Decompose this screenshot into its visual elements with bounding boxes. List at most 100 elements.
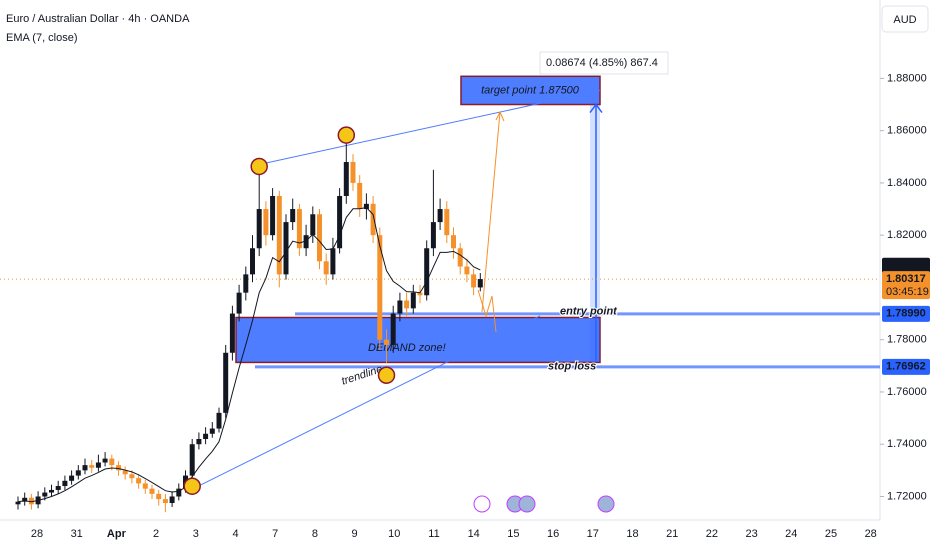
candle-body — [404, 300, 410, 309]
candle-body — [209, 428, 215, 434]
y-tick-label: 1.72000 — [887, 490, 927, 502]
candle-body — [95, 462, 101, 468]
candle-body — [229, 313, 235, 353]
currency[interactable]: AUD — [893, 14, 916, 26]
candle-body — [317, 214, 322, 262]
candle-body — [290, 209, 296, 223]
candle-body — [49, 489, 54, 493]
demand-zone — [235, 316, 601, 364]
candle-body — [424, 248, 430, 296]
y-tick-label: 1.84000 — [887, 177, 927, 189]
event-icon[interactable] — [597, 495, 615, 513]
candle-body — [350, 162, 356, 183]
candle-body — [196, 438, 202, 445]
event-icon[interactable] — [473, 495, 491, 513]
projection-arrow — [481, 110, 505, 313]
price-tag-label: 1.80317 — [886, 273, 926, 285]
candle-body — [363, 203, 369, 210]
y-tick-label: 1.76000 — [887, 386, 927, 398]
lower-trendline — [193, 315, 541, 489]
x-tick-label: 21 — [666, 528, 678, 540]
candle-body — [22, 497, 28, 502]
candle-body — [477, 279, 483, 288]
candle-body — [357, 182, 363, 210]
candle-body — [430, 222, 436, 249]
event-icon[interactable] — [518, 495, 536, 513]
y-tick-label: 1.78000 — [887, 334, 927, 346]
candle-body — [444, 209, 450, 236]
candle-body — [189, 444, 195, 476]
candle-body — [437, 209, 443, 223]
measure-area — [590, 104, 600, 363]
y-tick-label: 1.88000 — [887, 72, 927, 84]
price-tag-label: 1.78990 — [886, 308, 926, 320]
candle-body — [296, 209, 302, 249]
chart-title: Euro / Australian Dollar · 4h · OANDA — [6, 13, 190, 25]
price-tag — [882, 358, 930, 375]
y-tick-label: 1.82000 — [887, 229, 927, 241]
y-tick-label: 1.74000 — [887, 438, 927, 450]
x-tick-label: 9 — [352, 528, 358, 540]
candle-body — [109, 458, 115, 466]
candle-body — [55, 486, 61, 490]
candle-body — [136, 478, 142, 484]
candle-body — [270, 195, 276, 236]
candle-body — [310, 214, 316, 236]
y-tick-label: 1.86000 — [887, 125, 927, 137]
candle-body — [75, 470, 81, 476]
measure-label: 0.08674 (4.85%) 867.4 — [546, 57, 658, 69]
candle-body — [323, 261, 329, 275]
candle-body — [337, 195, 343, 249]
stop-label: stop loss — [548, 361, 596, 373]
candle-body — [216, 412, 222, 429]
candle-body — [15, 501, 21, 505]
x-tick-label: 25 — [825, 528, 837, 540]
candle-body — [243, 274, 249, 293]
candle-body — [42, 492, 48, 497]
candle-body — [203, 433, 209, 439]
currency-box[interactable] — [881, 5, 929, 33]
x-tick-label: 23 — [745, 528, 757, 540]
candle-body — [223, 352, 229, 413]
target-label: target point 1.87500 — [481, 84, 580, 96]
candle-body — [142, 483, 148, 489]
swing-marker — [250, 157, 268, 176]
candle-body — [451, 235, 456, 249]
x-tick-label: 7 — [272, 528, 278, 540]
price-tag — [882, 257, 930, 274]
upper-trendline — [259, 89, 601, 165]
x-tick-label: 31 — [71, 528, 83, 540]
x-tick-label: 16 — [547, 528, 559, 540]
price-tag — [882, 271, 930, 300]
x-tick-label: 10 — [388, 528, 400, 540]
ema-line — [17, 206, 481, 503]
event-icons — [473, 495, 615, 513]
swing-marker — [377, 366, 396, 384]
indicator-label: EMA (7, close) — [6, 32, 78, 44]
candle-body — [390, 313, 396, 345]
x-tick-label: 22 — [706, 528, 718, 540]
swing-marker — [337, 126, 356, 144]
x-tick-label: 4 — [232, 528, 238, 540]
target-zone — [460, 75, 601, 106]
candle-body — [283, 222, 289, 275]
candle-body — [62, 480, 68, 487]
candle-body — [417, 292, 423, 296]
x-tick-label: 11 — [428, 528, 439, 540]
candle-body — [89, 465, 95, 468]
measure-arrow-head — [589, 103, 603, 113]
candle-body — [397, 300, 403, 314]
candle-body — [236, 292, 242, 314]
price-tag-timer: 03:45:19 — [886, 286, 929, 298]
x-tick-label: Apr — [107, 528, 127, 540]
candle-body — [129, 474, 135, 479]
candle-body — [370, 203, 376, 236]
candle-body — [464, 266, 470, 275]
candle-body — [303, 235, 309, 249]
candle-body — [384, 339, 389, 345]
x-tick-label: 18 — [626, 528, 638, 540]
x-tick-label: 15 — [507, 528, 519, 540]
price-tag — [882, 305, 930, 322]
candle-body — [82, 465, 88, 471]
entry-label: entry point — [560, 306, 618, 318]
